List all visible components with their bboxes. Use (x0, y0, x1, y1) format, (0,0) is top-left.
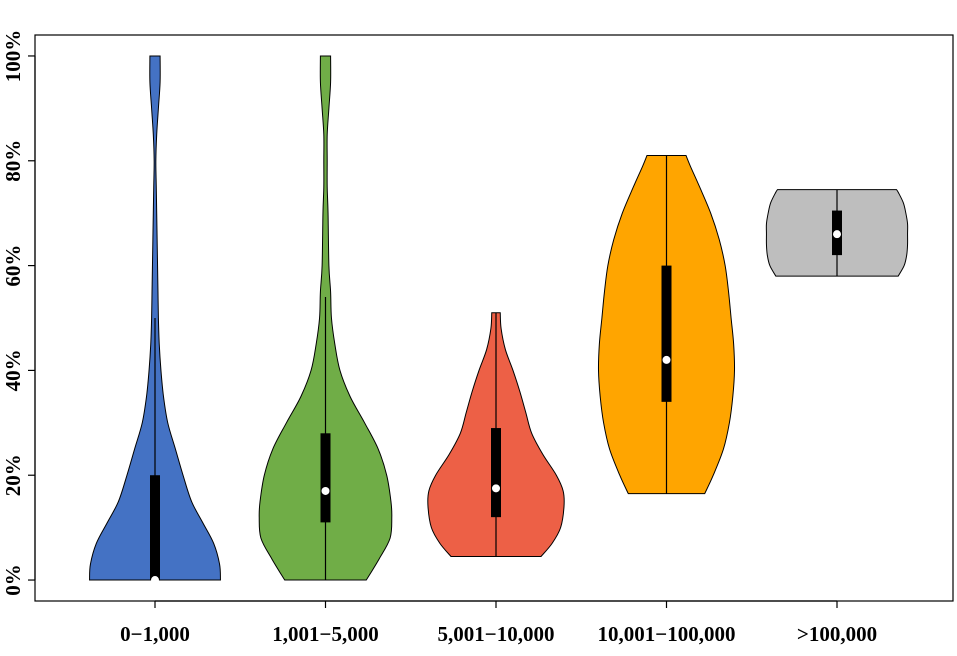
y-tick-label: 0% (1, 564, 25, 596)
violins-group (89, 55, 909, 585)
violin-median-point (833, 230, 841, 239)
violin-median-point (492, 484, 500, 493)
violin-iqr-box (320, 433, 331, 523)
x-tick-label: 1,001−5,000 (272, 622, 378, 646)
x-tick-label: 10,001−100,000 (598, 622, 736, 646)
violin-median-point (662, 355, 671, 364)
violin-iqr-box (661, 265, 672, 402)
violin-iqr-box (150, 475, 160, 581)
violin-median-point (321, 486, 330, 495)
y-axis: 0% 20% 40% 60% 80% 100% (1, 30, 36, 596)
y-tick-label: 20% (1, 454, 25, 496)
y-tick-label: 80% (1, 140, 25, 182)
x-tick-label: 0−1,000 (120, 622, 190, 646)
violin-median-point (151, 576, 159, 585)
y-tick-label: 100% (1, 30, 25, 83)
violin-iqr-box (491, 428, 501, 518)
y-tick-label: 60% (1, 245, 25, 287)
x-tick-label: 5,001−10,000 (438, 622, 555, 646)
x-axis: 0−1,000 1,001−5,000 5,001−10,000 10,001−100… (120, 600, 877, 646)
x-tick-label: >100,000 (797, 622, 877, 646)
y-tick-label: 40% (1, 349, 25, 391)
